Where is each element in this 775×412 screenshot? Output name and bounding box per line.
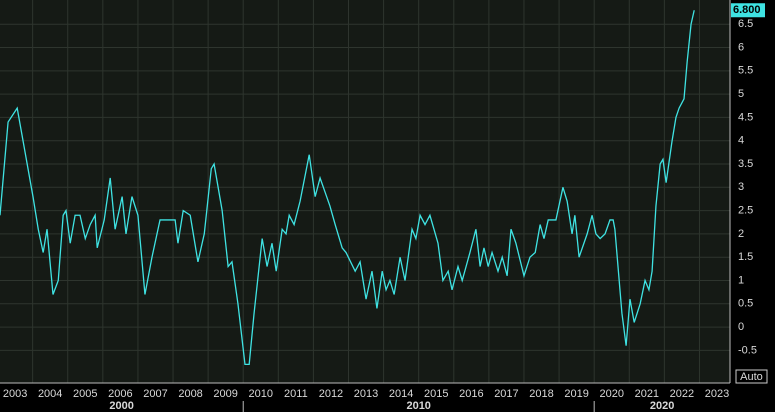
decade-label: 2010 — [406, 400, 430, 412]
auto-button-label[interactable]: Auto — [740, 371, 763, 383]
y-tick-label: 6 — [738, 41, 744, 53]
y-tick-label: -0.5 — [738, 344, 757, 356]
x-tick-label: 2010 — [249, 388, 273, 400]
x-tick-label: 2020 — [599, 388, 623, 400]
x-tick-label: 2012 — [319, 388, 343, 400]
data-line — [0, 10, 695, 366]
x-tick-label: 2019 — [564, 388, 588, 400]
x-tick-label: 2013 — [354, 388, 378, 400]
decade-label: 2000 — [109, 400, 133, 412]
x-tick-label: 2005 — [73, 388, 97, 400]
y-tick-label: 2 — [738, 228, 744, 240]
x-tick-label: 2016 — [459, 388, 483, 400]
y-tick-label: 4.5 — [738, 111, 753, 123]
y-tick-label: 5.5 — [738, 65, 753, 77]
y-tick-label: 3.5 — [738, 158, 753, 170]
y-tick-label: 1.5 — [738, 251, 753, 263]
y-tick-label: 0 — [738, 321, 744, 333]
x-tick-label: 2021 — [635, 388, 659, 400]
y-tick-label: 4 — [738, 135, 744, 147]
x-tick-label: 2014 — [389, 388, 413, 400]
auto-button[interactable] — [735, 369, 768, 384]
x-tick-label: 2017 — [494, 388, 518, 400]
y-tick-label: 3 — [738, 181, 744, 193]
x-tick-label: 2011 — [284, 388, 308, 400]
x-tick-label: 2007 — [143, 388, 167, 400]
x-tick-label: 2006 — [108, 388, 132, 400]
plot-area — [0, 0, 730, 383]
x-tick-label: 2003 — [3, 388, 27, 400]
x-tick-label: 2022 — [670, 388, 694, 400]
y-tick-label: 6.5 — [738, 18, 753, 30]
last-value-label: 6.800 — [733, 4, 761, 16]
y-tick-label: 1 — [738, 274, 744, 286]
y-tick-label: 5 — [738, 88, 744, 100]
x-tick-label: 2015 — [424, 388, 448, 400]
x-tick-label: 2018 — [529, 388, 553, 400]
y-tick-label: 2.5 — [738, 205, 753, 217]
last-value-box — [731, 3, 765, 18]
y-tick-label: 0.5 — [738, 298, 753, 310]
x-tick-label: 2008 — [178, 388, 202, 400]
x-tick-label: 2023 — [705, 388, 729, 400]
x-tick-label: 2009 — [213, 388, 237, 400]
x-tick-label: 2004 — [38, 388, 62, 400]
decade-label: 2020 — [650, 400, 674, 412]
